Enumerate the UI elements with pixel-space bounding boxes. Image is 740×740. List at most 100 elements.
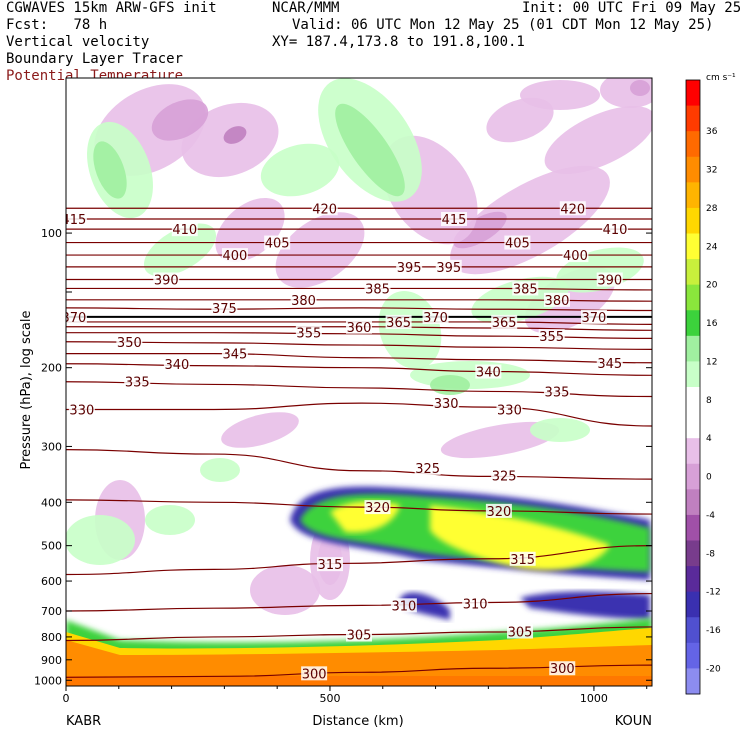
contour-label-bg	[364, 500, 391, 515]
contour-label: 310	[391, 599, 416, 614]
contour-label: 300	[302, 667, 327, 682]
contour-label: 305	[347, 628, 372, 643]
colorbar-label: 0	[706, 473, 712, 483]
vv-blob	[450, 165, 610, 275]
contour-label-bg	[66, 211, 87, 226]
contour-label: 380	[291, 294, 316, 309]
contour-label: 405	[505, 237, 530, 252]
colorbar-label: 16	[706, 319, 718, 329]
contour-label: 305	[508, 626, 533, 641]
contour-label-bg	[580, 309, 607, 324]
contour-label-bg	[163, 356, 190, 371]
y-tick-label: 700	[41, 605, 62, 618]
colorbar-label: 36	[706, 127, 718, 137]
header-xy: XY= 187.4,173.8 to 191.8,100.1	[272, 34, 525, 51]
x-tick-label: 1000	[580, 692, 608, 705]
contour-label: 390	[597, 273, 622, 288]
colorbar-swatch	[686, 310, 700, 337]
colorbar-swatch	[686, 335, 700, 362]
header-center: NCAR/MMM	[272, 0, 339, 17]
contour-label-bg	[549, 661, 576, 676]
contour-label-bg	[364, 281, 391, 296]
colorbar: 36 32 28 24 20 16 12 8 4 0 -4 -8 -12 -16 -20	[685, 79, 721, 695]
vv-blob	[260, 143, 340, 197]
contour-label-bg	[316, 557, 343, 572]
contour-label-bg	[221, 346, 248, 361]
contour-label: 395	[436, 261, 461, 276]
colorbar-swatch	[686, 668, 700, 695]
contour-label: 420	[312, 202, 337, 217]
colorbar-label: -20	[706, 664, 721, 674]
theta-line-320	[66, 499, 652, 515]
contour-label-bg	[485, 503, 512, 518]
contour-label-bg	[512, 281, 539, 296]
vv-blob	[250, 565, 320, 615]
colorbar-swatch	[686, 514, 700, 541]
contour-label-bg	[602, 222, 629, 237]
colorbar-unit: cm s⁻¹	[706, 73, 736, 83]
valid-time: Valid: 06 UTC Mon 12 May 25 (01 CDT Mon …	[292, 17, 714, 33]
contour-label-bg	[346, 627, 372, 642]
contour-label: 385	[513, 282, 538, 297]
contour-label-bg	[116, 334, 143, 349]
contour-label: 400	[563, 249, 588, 264]
contour-label: 410	[603, 223, 628, 238]
vv-blob	[520, 80, 600, 110]
vv-blob	[223, 126, 247, 144]
contour-label-bg	[543, 292, 570, 307]
contour-label: 325	[492, 469, 517, 484]
contour-label: 365	[492, 316, 517, 331]
theta-line-325	[66, 449, 652, 480]
contour-label-bg	[211, 300, 238, 315]
x-axis-title: Distance (km)	[312, 714, 403, 729]
vv-blob	[221, 412, 299, 448]
colorbar-swatch	[686, 489, 700, 516]
tracer-band	[430, 505, 610, 571]
vv-blob	[630, 80, 650, 96]
contour-label: 330	[69, 403, 94, 418]
contour-label: 370	[423, 311, 448, 326]
contour-label-bg	[507, 624, 534, 639]
contour-label: 380	[545, 294, 570, 309]
colorbar-swatch	[686, 156, 700, 183]
contour-label: 360	[347, 321, 372, 336]
y-tick-label: 500	[41, 540, 62, 553]
contour-label: 345	[597, 357, 622, 372]
y-tick-label: 600	[41, 575, 62, 588]
vv-blob	[200, 458, 240, 482]
header-valid: Valid: 06 UTC Mon 12 May 25 (01 CDT Mon …	[292, 17, 713, 34]
init-time: Init: 00 UTC Fri 09 May 25	[522, 0, 740, 16]
contour-label-bg	[311, 201, 338, 216]
right-station-label: KOUN	[615, 714, 652, 729]
contour-label-bg	[491, 468, 518, 483]
vv-blob	[486, 97, 554, 143]
contour-label: 330	[434, 397, 459, 412]
contour-label: 390	[154, 273, 179, 288]
contour-label-bg	[538, 329, 565, 344]
model-title: CGWAVES 15km ARW-GFS init	[6, 0, 217, 16]
colorbar-swatch	[686, 182, 700, 209]
contour-label: 420	[560, 202, 585, 217]
contour-label: 350	[117, 336, 142, 351]
theta-contour-labels: 415 410 420 415 420 410 405 405 400 400 390 390 395 3…	[66, 201, 629, 682]
contour-label: 400	[223, 249, 248, 264]
fcst-value: 78 h	[73, 17, 108, 33]
boundary-layer-base	[66, 676, 652, 686]
vv-blob	[600, 78, 652, 108]
contour-label-bg	[346, 319, 372, 334]
contour-label-bg	[422, 309, 449, 324]
theta-line-345	[66, 352, 652, 364]
header-right: Init: 00 UTC Fri 09 May 25	[522, 0, 740, 17]
contour-label: 325	[415, 462, 440, 477]
y-tick-label: 800	[41, 631, 62, 644]
colorbar-label: 4	[706, 434, 712, 444]
colorbar-label: -12	[706, 588, 721, 598]
colorbar-swatch	[686, 284, 700, 311]
contour-label: 315	[510, 553, 535, 568]
colorbar-label: 32	[706, 166, 717, 176]
left-station-label: KABR	[66, 714, 101, 729]
colorbar-swatch	[686, 642, 700, 669]
colorbar-label: -8	[706, 549, 715, 559]
contour-label: 355	[539, 330, 564, 345]
contour-label-bg	[496, 402, 523, 417]
